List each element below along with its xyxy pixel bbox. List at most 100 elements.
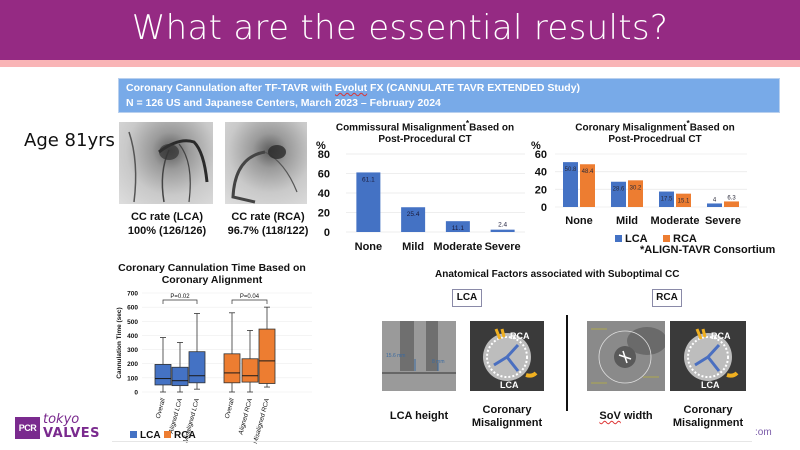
chart1-title: Commissural Misalignment*Based on Post-P… — [330, 117, 520, 146]
x-tick-label: Severe — [485, 241, 521, 253]
y-tick-label: 0 — [324, 227, 330, 239]
bar-value-label: 15.1 — [678, 199, 690, 205]
chart1-title-text: Commissural Misalignment — [335, 122, 466, 134]
bar-lca-none — [563, 162, 578, 207]
caption-line-2: Misalignment — [471, 417, 543, 429]
x-tick-label: None — [355, 241, 383, 253]
slide-title: What are the essential results? — [131, 8, 669, 48]
x-tick-label: Moderate — [433, 241, 482, 253]
chart2-title-text: Based on — [689, 122, 735, 134]
bar-lca-severe — [707, 203, 722, 207]
banner-text: FX (CANNULATE TAVR EXTENDED Study) — [367, 82, 581, 94]
anatomical-factors-title: Anatomical Factors associated with Subop… — [435, 269, 680, 280]
bar-value-label: 48.4 — [582, 169, 594, 175]
y-tick-label: 60 — [535, 149, 547, 161]
x-tick-label: Overall — [155, 397, 167, 419]
bar-value-label: 17.5 — [661, 197, 673, 203]
banner-line-1: Coronary Cannulation after TF-TAVR with … — [126, 82, 580, 94]
rca-tag: RCA — [652, 289, 682, 307]
legend-label-rca: RCA — [174, 430, 196, 441]
x-tick-label: Moderate — [651, 215, 700, 227]
sov-label: SoV — [599, 410, 621, 422]
banner-line-2: N = 126 US and Japanese Centers, March 2… — [126, 97, 441, 109]
bar-lca-moderate — [659, 191, 674, 207]
y-tick-label: 80 — [318, 149, 330, 161]
bar-value-label: 25.4 — [407, 211, 420, 218]
y-tick-label: 20 — [318, 208, 330, 220]
chart3-title-line2: Coronary Alignment — [161, 274, 263, 286]
cc-rate-lca: CC rate (LCA) 100% (126/126) — [112, 210, 222, 238]
y-tick-label: 400 — [127, 333, 138, 340]
section-divider — [566, 315, 568, 411]
lca-marker-label: LCA — [500, 380, 519, 390]
x-tick-label: Mild — [402, 241, 424, 253]
chart2-title-line2: Post-Procedrual CT — [608, 134, 702, 146]
y-tick-label: 0 — [541, 202, 547, 214]
rca-marker-label: RCA — [711, 331, 731, 341]
legend-label-lca: LCA — [625, 233, 648, 245]
x-tick-label: Mild — [616, 215, 638, 227]
lca-height-measure-2: 8 mm — [432, 359, 445, 365]
bar-value-label: 50.8 — [565, 167, 577, 173]
ct-lca-height-image: 15.6 mm 8 mm — [382, 321, 456, 391]
y-tick-label: 40 — [318, 188, 330, 200]
significance-bracket — [231, 299, 268, 304]
x-tick-label: Misaligned RCA — [252, 398, 271, 445]
banner-device-name: Evolut — [335, 82, 368, 94]
y-tick-label: 700 — [127, 291, 138, 298]
lca-marker-label: LCA — [701, 380, 720, 390]
y-tick-label: 500 — [127, 319, 138, 326]
bar-value-label: 30.2 — [630, 185, 642, 191]
legend-label-lca: LCA — [140, 430, 161, 441]
y-tick-label: 40 — [535, 167, 547, 179]
cc-rate-lca-title: CC rate (LCA) — [130, 211, 204, 223]
bar-mild — [401, 207, 426, 232]
angiogram-lca-image — [119, 122, 213, 204]
significance-bracket — [162, 299, 198, 304]
p-value-label: P=0.04 — [240, 294, 260, 300]
chart2-title-text: Coronary Misalignment — [575, 122, 687, 134]
y-axis-unit-label: % — [316, 140, 326, 152]
bar-none — [356, 172, 381, 232]
y-tick-label: 200 — [127, 361, 138, 368]
width-label: width — [620, 410, 653, 422]
angiogram-rca-image — [225, 122, 307, 204]
y-axis-unit-label: % — [531, 140, 541, 152]
legend-swatch-rca — [663, 235, 670, 242]
chart3-title-line1: Coronary Cannulation Time Based on — [118, 262, 306, 274]
bar-rca-none — [580, 164, 595, 207]
chart2-title: Coronary Misalignment*Based on Post-Proc… — [555, 117, 755, 146]
chart1-title-text: Based on — [469, 122, 515, 134]
logo-valves-text: VALVES — [43, 426, 101, 441]
cc-rate-rca-value: 96.7% (118/122) — [227, 225, 309, 237]
bar-value-label: 61.1 — [362, 176, 375, 183]
box-aligned-lca — [171, 366, 189, 387]
caption-line-1: Coronary — [482, 404, 532, 416]
legend-swatch-lca — [615, 235, 622, 242]
rca-marker-label: RCA — [510, 331, 530, 341]
chart2-title-star: * — [686, 118, 690, 128]
ct-lca-misalignment-image: RCA LCA — [470, 321, 544, 391]
cannulation-time-boxplot: Cannulation Time (sec) 0 100 200 300 400 500 60… — [116, 291, 312, 445]
bar-value-label: 2.4 — [498, 222, 507, 229]
y-axis-label: Cannulation Time (sec) — [116, 307, 123, 378]
cc-rate-lca-value: 100% (126/126) — [127, 225, 207, 237]
header-stripe — [0, 60, 800, 67]
sov-width-caption: SoV width — [587, 410, 665, 423]
bar-rca-moderate — [676, 193, 691, 207]
ct-rca-misalignment-image: RCA LCA — [670, 321, 746, 391]
x-tick-label: Severe — [705, 215, 741, 227]
box-misaligned-lca — [188, 351, 206, 384]
legend-swatch-rca — [164, 431, 171, 438]
bar-value-label: 4 — [713, 197, 717, 203]
y-tick-label: 600 — [127, 305, 138, 312]
banner-text: Coronary Cannulation after TF-TAVR with — [126, 82, 336, 94]
y-tick-label: 100 — [127, 375, 138, 382]
caption-line-1: Coronary — [683, 404, 733, 416]
ct-sov-width-image — [587, 321, 665, 391]
coronary-misalignment-caption-rca: Coronary Misalignment — [663, 404, 753, 430]
x-tick-label: Aligned RCA — [237, 398, 254, 437]
bar-severe — [490, 229, 515, 232]
caption-line-2: Misalignment — [672, 417, 744, 429]
footnote: *ALIGN-TAVR Consortium — [640, 244, 776, 256]
